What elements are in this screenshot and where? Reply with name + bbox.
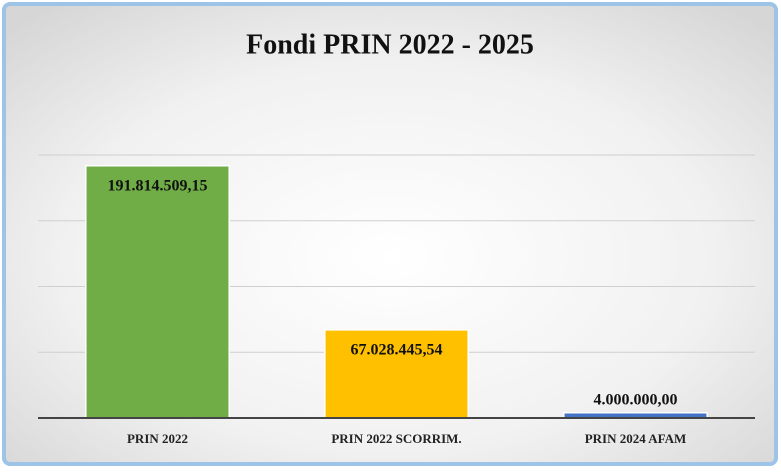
bar (324, 329, 469, 419)
data-label: 191.814.509,15 (108, 177, 208, 194)
x-tick-label: PRIN 2022 SCORRIM. (331, 431, 461, 446)
bar (85, 165, 230, 419)
chart-title: Fondi PRIN 2022 - 2025 (246, 29, 534, 60)
x-tick-label: PRIN 2024 AFAM (585, 431, 687, 446)
data-label: 67.028.445,54 (351, 342, 443, 359)
data-label: 4.000.000,00 (594, 391, 678, 408)
x-tick-label: PRIN 2022 (127, 431, 188, 446)
